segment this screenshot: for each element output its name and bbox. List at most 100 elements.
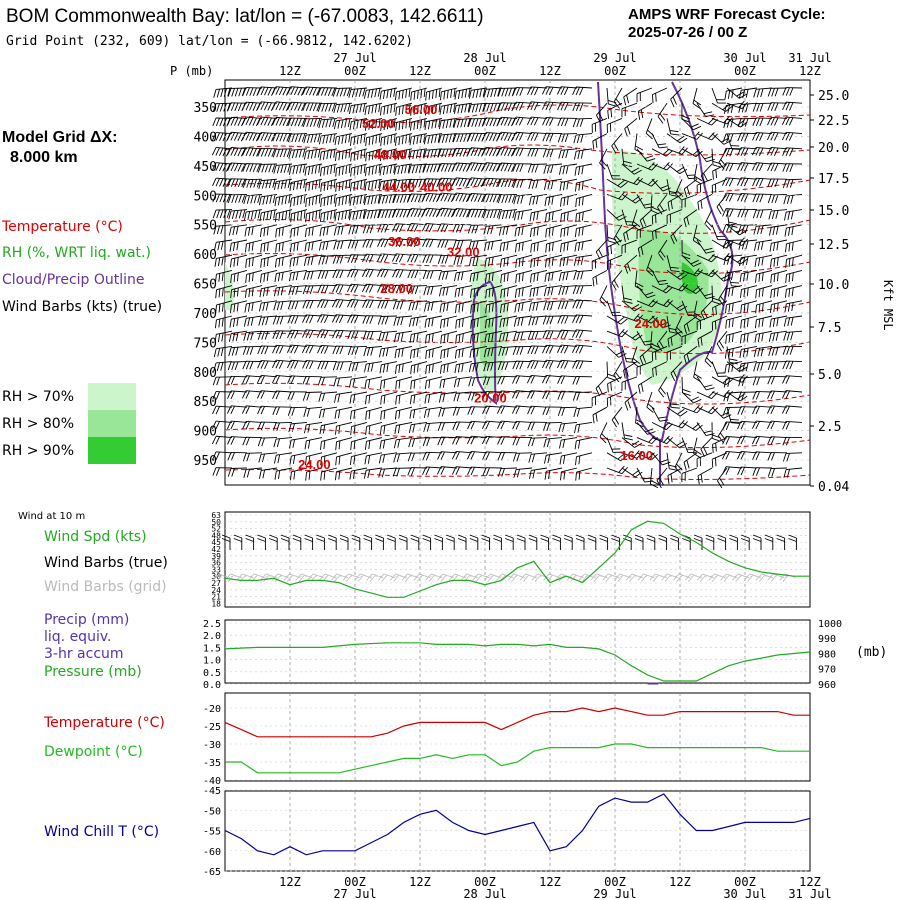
barb-feather bbox=[375, 150, 378, 159]
barb-feather bbox=[298, 149, 302, 158]
barb-feather bbox=[216, 209, 220, 219]
barb-feather bbox=[441, 134, 445, 143]
barb-feather bbox=[404, 149, 408, 159]
barb-feather bbox=[755, 132, 760, 141]
barb-shaft bbox=[575, 117, 593, 120]
barb-shaft bbox=[681, 148, 697, 158]
wind-barb bbox=[541, 101, 563, 111]
barb-feather bbox=[420, 104, 423, 114]
barb-feather bbox=[676, 190, 684, 197]
wind-barb bbox=[467, 147, 488, 157]
barb-feather bbox=[693, 99, 702, 106]
top-hour-label: 00Z bbox=[604, 64, 626, 78]
barb-shaft bbox=[291, 86, 308, 89]
barb-feather bbox=[681, 115, 691, 120]
wind-barb bbox=[302, 117, 323, 128]
barb-feather bbox=[485, 117, 490, 127]
barb-feather bbox=[401, 135, 404, 145]
wind-barb bbox=[302, 102, 323, 112]
barb-feather bbox=[362, 103, 366, 112]
barb-shaft bbox=[336, 178, 353, 184]
barb-feather bbox=[363, 90, 367, 99]
barb-feather bbox=[220, 362, 224, 371]
wind-barb bbox=[572, 86, 593, 96]
barb-feather bbox=[378, 195, 382, 205]
wind-barb bbox=[666, 118, 680, 136]
barb-feather bbox=[403, 179, 407, 189]
wind-barb bbox=[334, 148, 353, 162]
wind-barb bbox=[651, 148, 673, 157]
barb-feather bbox=[466, 177, 472, 186]
barb-shaft bbox=[336, 133, 353, 138]
barb-feather bbox=[740, 162, 745, 171]
barb-feather bbox=[257, 148, 262, 157]
barb-feather bbox=[332, 118, 336, 127]
barb-feather bbox=[445, 119, 449, 129]
barb-feather bbox=[612, 178, 622, 180]
legend-temperature: Temperature (°C) bbox=[1, 219, 123, 235]
barb-feather bbox=[383, 121, 386, 131]
barb-shaft bbox=[321, 163, 338, 169]
legend-cloud: Cloud/Precip Outline bbox=[2, 272, 145, 288]
barb-shaft bbox=[501, 162, 518, 165]
barb-feather bbox=[394, 137, 397, 146]
wind-barb bbox=[511, 116, 533, 126]
barb-shaft bbox=[411, 133, 428, 138]
barb-feather bbox=[633, 176, 640, 184]
barb-shaft bbox=[531, 101, 548, 104]
barb-feather bbox=[492, 118, 497, 127]
barb-feather bbox=[497, 88, 501, 97]
barb-feather bbox=[428, 106, 431, 115]
barb-feather bbox=[678, 146, 685, 154]
barb-feather bbox=[410, 92, 412, 101]
barb-feather bbox=[495, 163, 501, 172]
barb-shaft bbox=[305, 391, 323, 393]
barb-shaft bbox=[216, 132, 233, 135]
barb-feather bbox=[289, 182, 292, 191]
barb-feather bbox=[386, 150, 389, 160]
barb-feather bbox=[418, 164, 422, 173]
barb-feather bbox=[234, 178, 239, 188]
wind-barb bbox=[752, 117, 773, 127]
barb-feather bbox=[408, 134, 411, 143]
barb-feather bbox=[755, 162, 760, 171]
barb-shaft bbox=[696, 102, 707, 117]
barb-feather bbox=[450, 89, 453, 98]
barb-feather bbox=[314, 149, 318, 159]
barb-feather bbox=[459, 163, 464, 172]
wind-barb bbox=[425, 87, 443, 101]
barb-feather bbox=[788, 117, 794, 126]
wind-barb bbox=[243, 193, 263, 205]
barb-feather bbox=[518, 117, 524, 126]
barb-feather bbox=[561, 133, 565, 143]
barb-feather bbox=[423, 88, 426, 98]
wind-barb bbox=[393, 178, 413, 189]
barb-feather bbox=[390, 104, 393, 114]
wind-barb bbox=[681, 163, 698, 180]
barb-feather bbox=[306, 118, 310, 127]
barb-feather bbox=[363, 179, 366, 189]
barb-shaft bbox=[726, 87, 740, 99]
barb-shaft bbox=[770, 193, 788, 196]
barb-feather bbox=[343, 103, 347, 113]
wind-barb bbox=[258, 178, 278, 189]
barb-feather bbox=[374, 195, 377, 204]
barb-feather bbox=[227, 88, 232, 97]
wind-barb bbox=[424, 102, 443, 116]
barb-shaft bbox=[696, 133, 712, 141]
barb-feather bbox=[249, 179, 254, 188]
barb-feather bbox=[215, 117, 220, 127]
barb-feather bbox=[425, 92, 427, 101]
wind-barb bbox=[348, 87, 368, 98]
barb-feather bbox=[434, 119, 438, 128]
barb-feather bbox=[737, 118, 742, 127]
barb-feather bbox=[745, 89, 749, 98]
wind-barb bbox=[683, 178, 698, 198]
barb-feather bbox=[271, 133, 276, 142]
barb-feather bbox=[248, 132, 254, 141]
barb-feather bbox=[519, 163, 524, 172]
barb-feather bbox=[325, 119, 329, 128]
barb-feather bbox=[356, 120, 359, 129]
barb-feather bbox=[741, 118, 745, 127]
barb-shaft bbox=[621, 163, 635, 175]
